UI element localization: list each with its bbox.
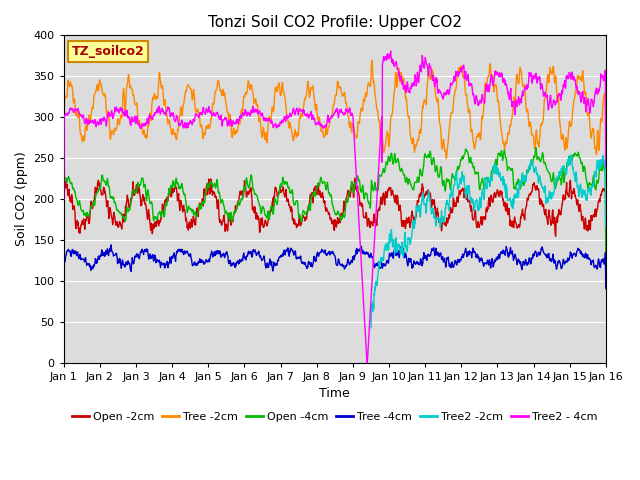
Legend: Open -2cm, Tree -2cm, Open -4cm, Tree -4cm, Tree2 -2cm, Tree2 - 4cm: Open -2cm, Tree -2cm, Open -4cm, Tree -4… (68, 408, 602, 426)
Y-axis label: Soil CO2 (ppm): Soil CO2 (ppm) (15, 152, 28, 246)
X-axis label: Time: Time (319, 387, 350, 400)
Title: Tonzi Soil CO2 Profile: Upper CO2: Tonzi Soil CO2 Profile: Upper CO2 (208, 15, 461, 30)
Text: TZ_soilco2: TZ_soilco2 (72, 45, 145, 58)
